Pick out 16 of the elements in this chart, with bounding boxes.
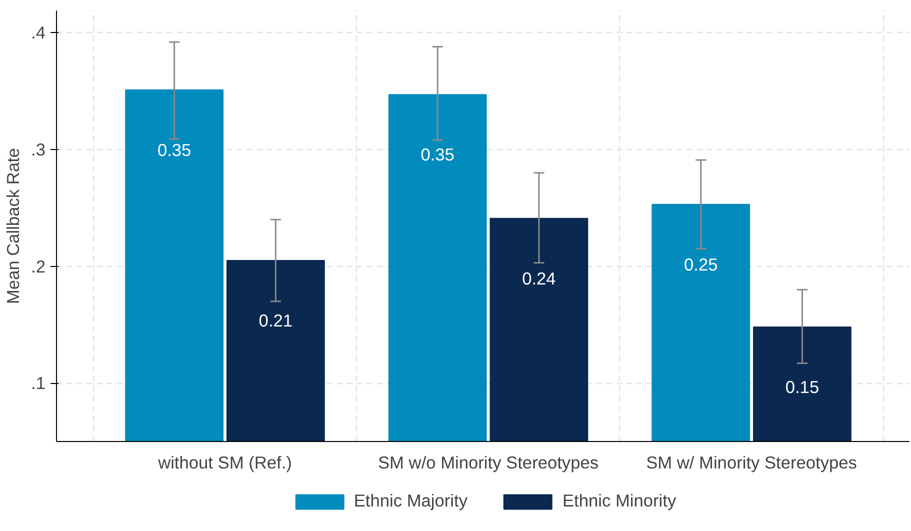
data-label: 0.21 [258, 310, 293, 330]
x-tick-label: without SM (Ref.) [157, 452, 292, 472]
legend-label: Ethnic Majority [354, 490, 468, 512]
y-tick-label: .4 [31, 22, 46, 43]
data-label: 0.25 [684, 254, 718, 274]
data-label: 0.15 [785, 377, 820, 398]
y-tick-label: .2 [31, 256, 46, 276]
y-tick-label: .3 [31, 139, 46, 160]
legend-label: Ethnic Minority [562, 490, 676, 512]
x-tick-label: SM w/o Minority Stereotypes [378, 452, 599, 472]
x-tick-label: SM w/ Minority Stereotypes [646, 452, 858, 472]
data-label: 0.35 [157, 140, 192, 160]
data-label: 0.24 [522, 268, 556, 288]
y-axis-title: Mean Callback Rate [3, 148, 24, 304]
data-label: 0.35 [420, 144, 454, 165]
y-tick-label: .1 [31, 373, 46, 394]
